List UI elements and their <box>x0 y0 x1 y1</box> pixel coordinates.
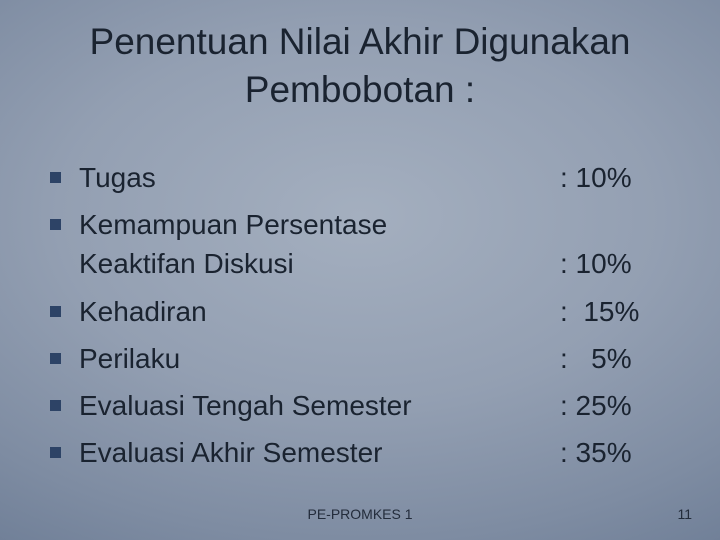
list-item: Kemampuan Persentase Keaktifan Diskusi :… <box>50 205 670 283</box>
footer-center: PE-PROMKES 1 <box>0 506 720 522</box>
bullet-icon <box>50 219 61 230</box>
list-row: Perilaku : 5% <box>79 339 670 378</box>
page-number: 11 <box>677 506 692 522</box>
item-value: : 15% <box>560 292 670 331</box>
item-label: Tugas <box>79 158 560 197</box>
list-row: Tugas : 10% <box>79 158 670 197</box>
item-label: Evaluasi Tengah Semester <box>79 386 560 425</box>
list-row: Kemampuan Persentase Keaktifan Diskusi :… <box>79 205 670 283</box>
item-value: : 10% <box>560 158 670 197</box>
list-row: Evaluasi Tengah Semester : 25% <box>79 386 670 425</box>
content-list: Tugas : 10% Kemampuan Persentase Keaktif… <box>50 158 670 480</box>
title-line-1: Penentuan Nilai Akhir Digunakan <box>90 21 631 62</box>
bullet-icon <box>50 353 61 364</box>
slide: Penentuan Nilai Akhir Digunakan Pembobot… <box>0 0 720 540</box>
title-line-2: Pembobotan : <box>245 69 475 110</box>
list-row: Evaluasi Akhir Semester : 35% <box>79 433 670 472</box>
item-value: : 25% <box>560 386 670 425</box>
list-item: Evaluasi Tengah Semester : 25% <box>50 386 670 425</box>
slide-title: Penentuan Nilai Akhir Digunakan Pembobot… <box>0 18 720 114</box>
item-value: : 35% <box>560 433 670 472</box>
item-label-line2-row: Keaktifan Diskusi : 10% <box>79 244 670 283</box>
list-item: Tugas : 10% <box>50 158 670 197</box>
list-item: Perilaku : 5% <box>50 339 670 378</box>
item-label-line1: Kemampuan Persentase <box>79 205 670 244</box>
item-label: Evaluasi Akhir Semester <box>79 433 560 472</box>
list-item: Evaluasi Akhir Semester : 35% <box>50 433 670 472</box>
list-item: Kehadiran : 15% <box>50 292 670 331</box>
item-label: Perilaku <box>79 339 560 378</box>
item-value: : 10% <box>560 244 670 283</box>
bullet-icon <box>50 447 61 458</box>
item-label: Kehadiran <box>79 292 560 331</box>
bullet-icon <box>50 400 61 411</box>
bullet-icon <box>50 172 61 183</box>
item-value: : 5% <box>560 339 670 378</box>
list-row: Kehadiran : 15% <box>79 292 670 331</box>
bullet-icon <box>50 306 61 317</box>
item-label-line2: Keaktifan Diskusi <box>79 244 560 283</box>
